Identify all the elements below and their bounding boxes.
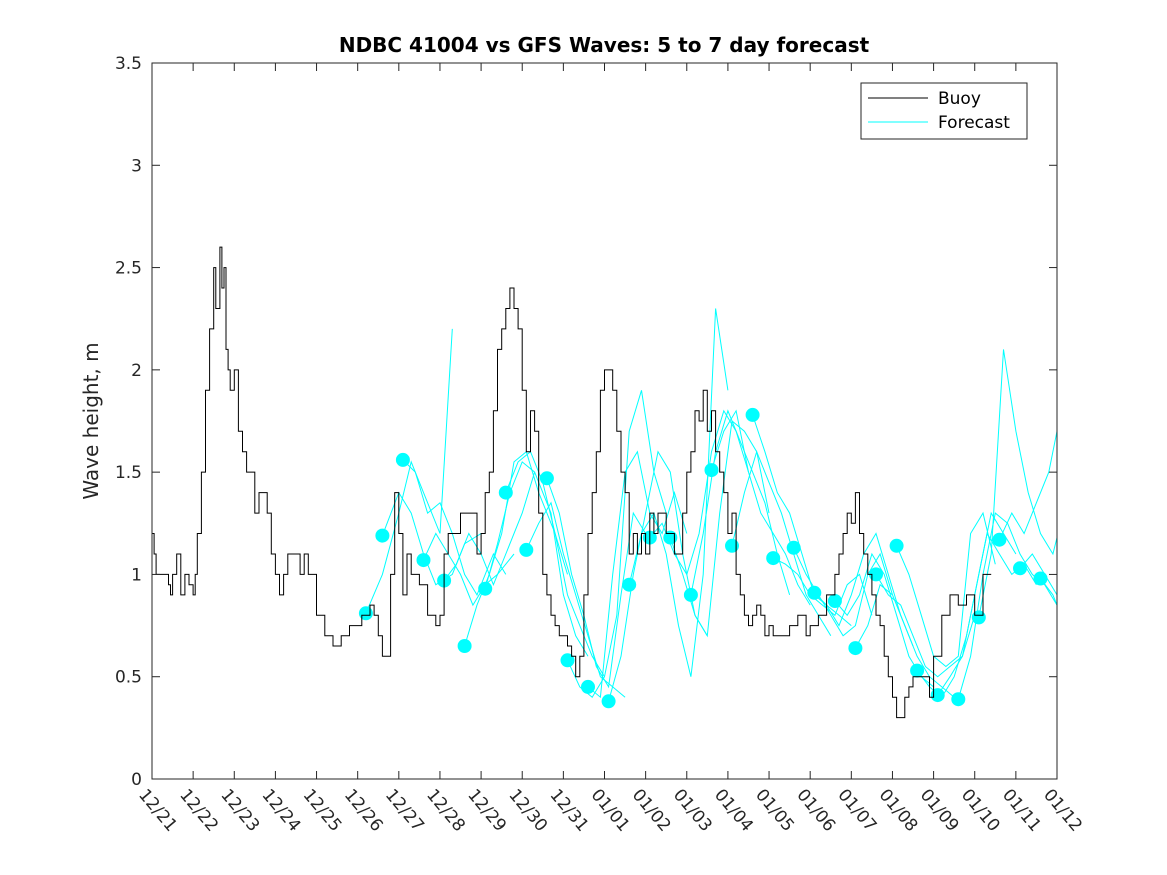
forecast-start-point [581, 679, 595, 694]
forecast-start-point [601, 694, 616, 709]
forecast-start-point [766, 551, 781, 566]
forecast-start-point [416, 553, 431, 568]
forecast-start-point [622, 577, 637, 592]
forecast-start-point [375, 528, 390, 543]
y-tick-label: 0.5 [115, 668, 142, 688]
legend-buoy-label: Buoy [938, 89, 981, 109]
y-tick-label: 2.5 [115, 259, 142, 279]
forecast-series-line [854, 583, 955, 698]
forecast-start-point [745, 407, 760, 422]
forecast-start-point [519, 542, 534, 557]
legend-forecast-label: Forecast [938, 113, 1010, 133]
forecast-series-line [752, 414, 852, 626]
y-tick-label: 0 [131, 770, 142, 790]
forecast-start-point [498, 485, 513, 500]
forecast-start-point [889, 538, 904, 553]
forecast-series-line [998, 431, 1058, 540]
forecast-start-point [951, 692, 966, 707]
forecast-series-line [505, 450, 605, 677]
forecast-start-point [807, 585, 822, 600]
forecast-series-line [587, 450, 688, 699]
forecast-start-point [478, 581, 493, 596]
y-tick-label: 3.5 [115, 54, 142, 74]
forecast-start-point [663, 530, 678, 545]
forecast-start-point [539, 471, 554, 486]
buoy-series-line [152, 246, 992, 719]
forecast-series-line [875, 574, 976, 678]
forecast-series-line [423, 532, 515, 607]
chart-title: NDBC 41004 vs GFS Waves: 5 to 7 day fore… [339, 33, 870, 57]
forecast-series-line [731, 450, 832, 637]
forecast-series-line [1019, 553, 1058, 596]
forecast-start-point [457, 639, 472, 653]
forecast-series-line [690, 409, 791, 596]
forecast-series-line [628, 308, 729, 677]
forecast-start-point [827, 594, 842, 608]
forecast-start-point [848, 641, 863, 656]
forecast-start-point [786, 540, 801, 555]
forecast-series-line [772, 557, 873, 617]
y-tick-label: 3 [131, 156, 142, 176]
forecast-start-point [992, 532, 1007, 547]
forecast-series-line [669, 420, 770, 638]
forecast-start-point [358, 606, 373, 621]
forecast-series-line [711, 409, 811, 606]
forecast-series-line [484, 461, 589, 657]
legend-box [860, 82, 1028, 140]
series-layer [152, 246, 1058, 719]
forecast-start-point [869, 567, 883, 582]
y-axis-label: Wave height, m [79, 342, 103, 499]
forecast-start-point [910, 663, 925, 678]
forecast-series-line [443, 471, 536, 587]
forecast-start-point [1013, 561, 1027, 576]
y-tick-label: 2 [131, 361, 142, 381]
forecast-start-point [1033, 571, 1048, 586]
forecast-series-line [896, 511, 996, 668]
y-tick-label: 1 [131, 565, 142, 585]
forecast-start-point [683, 587, 698, 602]
forecast-start-point [971, 610, 986, 625]
legend: Buoy Forecast [860, 82, 1028, 140]
forecast-series-line [365, 328, 453, 614]
forecast-series-line [464, 450, 568, 647]
forecast-start-point [704, 463, 719, 478]
y-tick-label: 1.5 [115, 463, 142, 483]
forecast-series-line [978, 349, 1058, 618]
forecast-start-point [560, 653, 575, 668]
forecast-start-point [930, 688, 945, 703]
forecast-start-point [725, 538, 739, 553]
forecast-start-point [395, 452, 410, 467]
